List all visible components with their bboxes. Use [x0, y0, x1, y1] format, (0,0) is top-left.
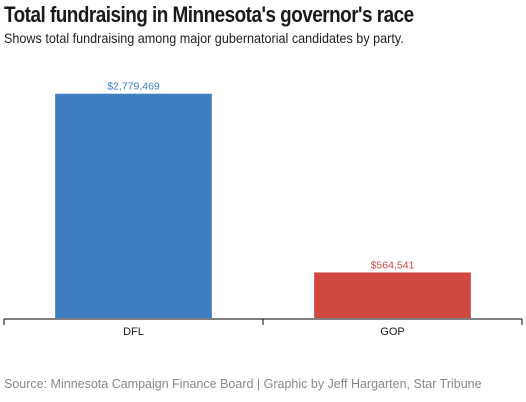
bar-dfl: [55, 93, 212, 318]
x-tick-label-gop: GOP: [380, 326, 404, 338]
bar-gop: [314, 272, 471, 318]
bar-value-label-dfl: $2,779,469: [107, 81, 160, 93]
bar-value-label-gop: $564,541: [371, 259, 415, 271]
source-note: Source: Minnesota Campaign Finance Board…: [4, 377, 482, 391]
chart-subtitle: Shows total fundraising among major gube…: [4, 30, 404, 46]
chart-title: Total fundraising in Minnesota's governo…: [4, 2, 414, 27]
x-tick-label-dfl: DFL: [123, 326, 144, 338]
bar-chart: $2,779,469 $564,541 DFL GOP: [3, 81, 523, 338]
